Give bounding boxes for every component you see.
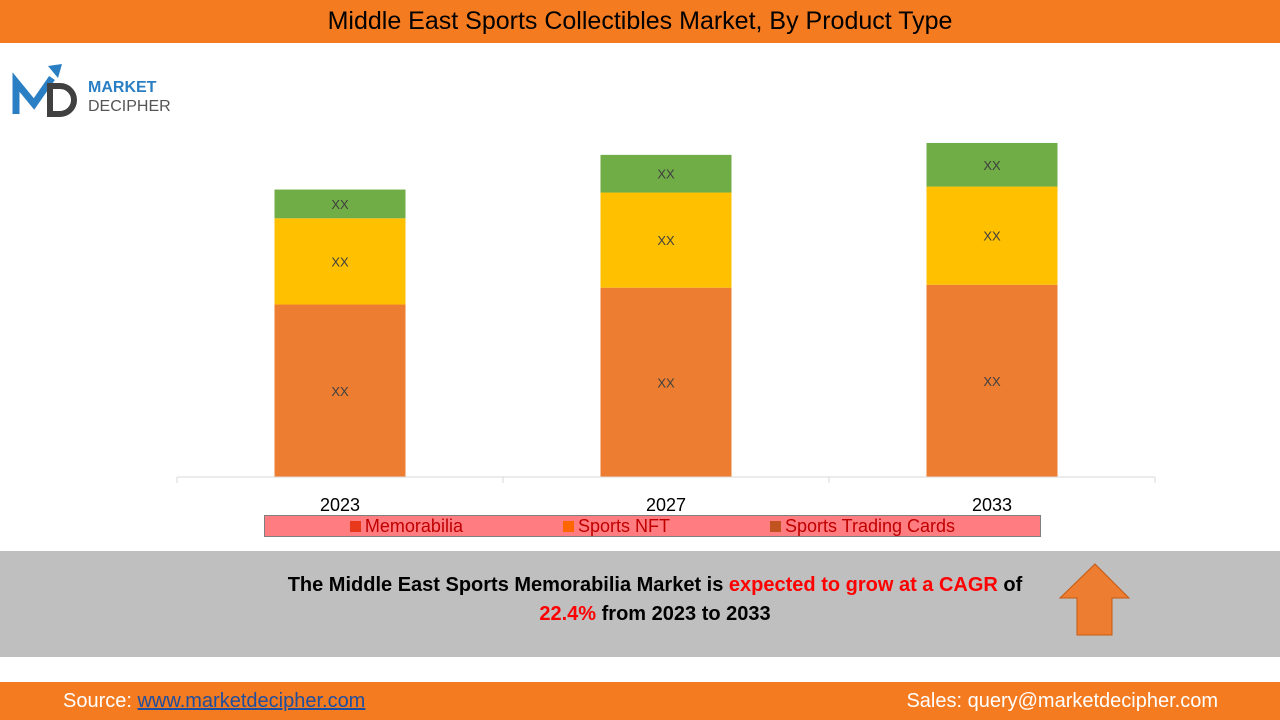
bar-segment-sports-trading-cards-2027 [600,154,732,193]
data-label: XX [331,254,349,269]
logo-text-decipher: DECIPHER [88,98,171,115]
legend-swatch [562,520,574,532]
bar-segment-sports-nft-2027 [600,192,732,288]
cagr-text: The Middle East Sports Memorabilia Marke… [287,574,1023,625]
legend-item-sports-nft: Sports NFT [562,516,670,536]
footer: Source: www.marketdecipher.com Sales: qu… [0,682,1280,720]
legend-item-memorabilia: Memorabilia [349,516,463,536]
legend-swatch [769,520,781,532]
bar-segment-sports-trading-cards-2033 [926,142,1058,187]
stacked-bar-chart: XX XX XX XX XX XX XX XX XX 2023 2027 2033 [176,142,1156,515]
legend-label: Memorabilia [364,516,463,536]
bar-segment-sports-nft-2023 [274,218,406,305]
bar-segment-memorabilia-2033 [926,284,1058,477]
data-label: XX [657,233,675,248]
bar-segment-sports-nft-2033 [926,186,1058,285]
data-label: XX [331,197,349,212]
x-tick-label: 2023 [320,495,360,515]
legend: Memorabilia Sports NFT Sports Trading Ca… [264,515,1041,537]
data-label: XX [983,374,1001,389]
cagr-banner: The Middle East Sports Memorabilia Marke… [0,551,1280,657]
x-tick-label: 2027 [646,495,686,515]
logo-text-market: MARKET [88,79,157,96]
data-label: XX [657,167,675,182]
data-label: XX [983,229,1001,244]
bar-segment-sports-trading-cards-2023 [274,189,406,219]
legend-swatch [349,520,361,532]
chart-title: Middle East Sports Collectibles Market, … [327,7,953,35]
market-decipher-logo: MARKET DECIPHER [12,64,171,117]
chart-title-bar: Middle East Sports Collectibles Market, … [0,0,1280,43]
data-label: XX [657,375,675,390]
data-label: XX [983,158,1001,173]
data-label: XX [331,384,349,399]
legend-item-sports-trading-cards: Sports Trading Cards [769,516,956,536]
bar-segment-memorabilia-2023 [274,304,406,477]
bar-segment-memorabilia-2027 [600,287,732,477]
source: Source: www.marketdecipher.com [63,690,366,712]
x-tick-label: 2033 [972,495,1012,515]
sales-contact: Sales: query@marketdecipher.com [906,690,1218,712]
source-link[interactable]: www.marketdecipher.com [137,690,366,712]
legend-label: Sports Trading Cards [784,516,956,536]
legend-label: Sports NFT [577,516,670,536]
